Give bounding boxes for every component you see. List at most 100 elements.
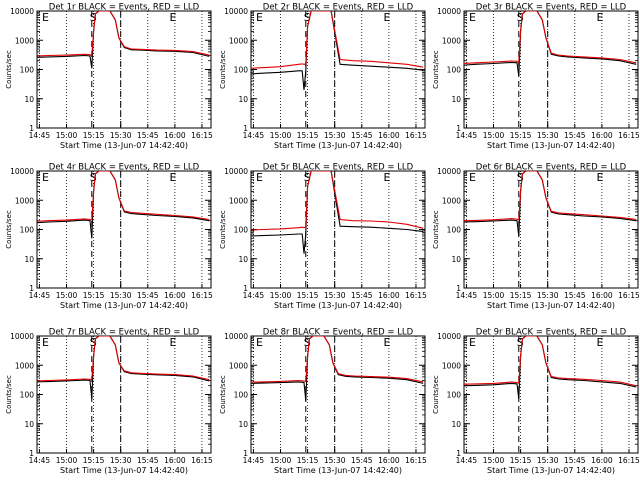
x-tick-label: 15:45	[137, 131, 159, 140]
y-tick-label: 10000	[224, 7, 248, 16]
x-tick-label: 15:45	[137, 291, 159, 300]
y-tick-label: 10	[451, 420, 461, 429]
panel-title: Det 8r BLACK = Events, RED = LLD	[263, 328, 414, 338]
detector-panel: 14:45 15:00 15:15 15:30 15:45 16:00 16:15 1 10 10…	[432, 328, 640, 476]
period-marker-label: S	[517, 171, 524, 184]
series-line-events	[251, 336, 424, 402]
x-tick-label: 16:00	[591, 291, 613, 300]
y-tick-label: 10	[238, 95, 248, 104]
y-tick-label: 100	[447, 66, 462, 75]
period-marker-label: E	[469, 336, 476, 349]
x-tick-label: 14:45	[29, 291, 51, 300]
series-line-lld	[37, 336, 210, 382]
x-tick-label: 15:15	[510, 456, 532, 465]
y-tick-label: 1	[29, 124, 34, 133]
x-tick-label: 15:15	[297, 131, 319, 140]
series-line-lld	[464, 11, 637, 64]
series-line-events	[251, 171, 424, 254]
y-axis-label: Counts/sec	[432, 50, 440, 89]
period-marker-label: E	[42, 11, 49, 24]
period-marker-label: E	[596, 11, 603, 24]
x-tick-label: 15:30	[537, 131, 559, 140]
y-axis-label: Counts/sec	[5, 210, 13, 249]
y-axis-label: Counts/sec	[5, 50, 13, 89]
x-tick-label: 16:15	[618, 291, 640, 300]
y-tick-label: 10	[24, 255, 34, 264]
series-line-lld	[37, 171, 210, 222]
series-line-events	[464, 171, 637, 237]
plot-frame	[250, 335, 426, 454]
y-tick-label: 10000	[437, 167, 461, 176]
panel-title: Det 6r BLACK = Events, RED = LLD	[476, 163, 627, 173]
detector-panel: 14:45 15:00 15:15 15:30 15:45 16:00 16:15 1 10 10…	[432, 163, 640, 311]
period-marker-label: S	[90, 336, 97, 349]
y-axis-label: Counts/sec	[432, 210, 440, 249]
series-line-lld	[251, 171, 424, 231]
x-tick-label: 16:15	[618, 456, 640, 465]
period-marker-label: S	[90, 171, 97, 184]
y-tick-label: 10000	[224, 332, 248, 341]
panel-title: Det 4r BLACK = Events, RED = LLD	[49, 163, 200, 173]
period-marker-label: E	[169, 11, 176, 24]
series-line-events	[464, 11, 637, 77]
detector-panel: 14:45 15:00 15:15 15:30 15:45 16:00 16:15 1 10 10…	[5, 328, 213, 476]
series-line-events	[37, 171, 210, 239]
x-tick-label: 15:45	[137, 456, 159, 465]
x-tick-label: 16:00	[378, 291, 400, 300]
y-tick-label: 10000	[437, 7, 461, 16]
x-axis-label: Start Time (13-Jun-07 14:42:40)	[487, 301, 615, 310]
x-tick-label: 15:00	[56, 291, 78, 300]
period-marker-label: E	[42, 336, 49, 349]
period-marker-label: E	[596, 336, 603, 349]
x-tick-label: 14:45	[243, 131, 265, 140]
x-tick-label: 15:15	[83, 456, 105, 465]
series-line-events	[37, 336, 210, 400]
y-axis-label: Counts/sec	[5, 375, 13, 414]
period-marker-label: S	[304, 171, 311, 184]
x-tick-label: 15:45	[564, 456, 586, 465]
x-tick-label: 16:00	[164, 456, 186, 465]
period-marker-label: E	[469, 171, 476, 184]
x-tick-label: 15:15	[510, 291, 532, 300]
period-marker-label: S	[90, 11, 97, 24]
x-tick-label: 16:00	[378, 131, 400, 140]
period-marker-label: S	[517, 336, 524, 349]
x-axis-label: Start Time (13-Jun-07 14:42:40)	[487, 141, 615, 150]
series-line-events	[251, 11, 424, 90]
x-tick-label: 16:15	[191, 131, 213, 140]
x-tick-label: 15:00	[483, 291, 505, 300]
plot-frame	[36, 10, 212, 129]
x-axis-label: Start Time (13-Jun-07 14:42:40)	[274, 141, 402, 150]
y-tick-label: 100	[234, 391, 249, 400]
x-axis-label: Start Time (13-Jun-07 14:42:40)	[274, 466, 402, 475]
x-tick-label: 15:00	[483, 456, 505, 465]
y-tick-label: 1000	[15, 196, 34, 205]
period-marker-label: E	[42, 171, 49, 184]
detector-panel: 14:45 15:00 15:15 15:30 15:45 16:00 16:15 1 10 10…	[219, 3, 427, 151]
x-tick-label: 14:45	[29, 131, 51, 140]
y-tick-label: 1	[243, 284, 248, 293]
series-line-lld	[251, 336, 424, 383]
period-marker-label: E	[383, 336, 390, 349]
x-axis-label: Start Time (13-Jun-07 14:42:40)	[60, 466, 188, 475]
y-tick-label: 10	[24, 420, 34, 429]
period-marker-label: S	[517, 11, 524, 24]
plot-frame	[463, 10, 639, 129]
x-tick-label: 15:15	[297, 456, 319, 465]
x-axis-label: Start Time (13-Jun-07 14:42:40)	[274, 301, 402, 310]
x-tick-label: 15:15	[83, 131, 105, 140]
x-tick-label: 15:30	[110, 291, 132, 300]
x-tick-label: 15:30	[324, 291, 346, 300]
y-tick-label: 10	[451, 255, 461, 264]
x-tick-label: 16:15	[191, 456, 213, 465]
y-tick-label: 1000	[442, 361, 461, 370]
period-marker-label: E	[596, 171, 603, 184]
x-tick-label: 15:45	[351, 291, 373, 300]
y-tick-label: 1	[456, 449, 461, 458]
period-marker-label: E	[383, 11, 390, 24]
x-tick-label: 15:45	[564, 131, 586, 140]
x-tick-label: 14:45	[243, 291, 265, 300]
y-tick-label: 100	[20, 226, 35, 235]
plot-frame	[36, 170, 212, 289]
x-tick-label: 14:45	[456, 291, 478, 300]
